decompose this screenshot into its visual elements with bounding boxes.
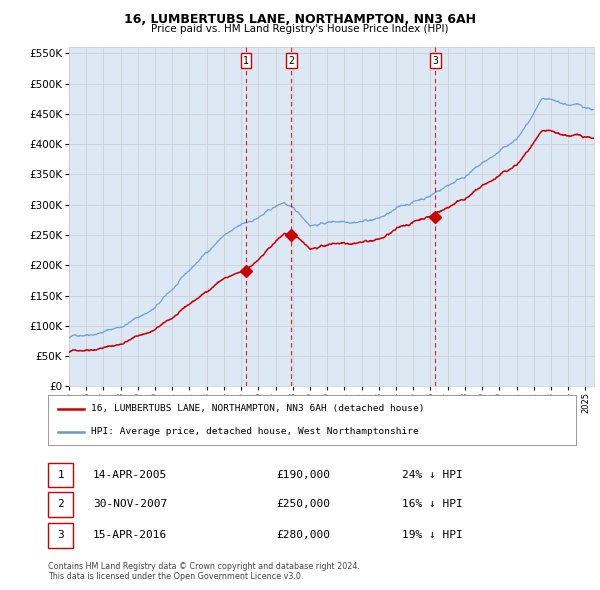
Text: 3: 3	[57, 530, 64, 540]
Text: Contains HM Land Registry data © Crown copyright and database right 2024.
This d: Contains HM Land Registry data © Crown c…	[48, 562, 360, 581]
Text: £250,000: £250,000	[276, 500, 330, 509]
Text: 16, LUMBERTUBS LANE, NORTHAMPTON, NN3 6AH: 16, LUMBERTUBS LANE, NORTHAMPTON, NN3 6A…	[124, 13, 476, 26]
Text: Price paid vs. HM Land Registry's House Price Index (HPI): Price paid vs. HM Land Registry's House …	[151, 24, 449, 34]
Text: 24% ↓ HPI: 24% ↓ HPI	[402, 470, 463, 480]
Text: 30-NOV-2007: 30-NOV-2007	[93, 500, 167, 509]
Text: 16, LUMBERTUBS LANE, NORTHAMPTON, NN3 6AH (detached house): 16, LUMBERTUBS LANE, NORTHAMPTON, NN3 6A…	[91, 404, 425, 414]
Text: 19% ↓ HPI: 19% ↓ HPI	[402, 530, 463, 540]
Text: 1: 1	[243, 55, 249, 65]
Text: 2: 2	[289, 55, 295, 65]
Text: 14-APR-2005: 14-APR-2005	[93, 470, 167, 480]
Text: £190,000: £190,000	[276, 470, 330, 480]
Text: HPI: Average price, detached house, West Northamptonshire: HPI: Average price, detached house, West…	[91, 427, 419, 437]
Text: 15-APR-2016: 15-APR-2016	[93, 530, 167, 540]
Text: 2: 2	[57, 500, 64, 509]
Text: 16% ↓ HPI: 16% ↓ HPI	[402, 500, 463, 509]
Text: 1: 1	[57, 470, 64, 480]
Text: £280,000: £280,000	[276, 530, 330, 540]
Text: 3: 3	[433, 55, 438, 65]
